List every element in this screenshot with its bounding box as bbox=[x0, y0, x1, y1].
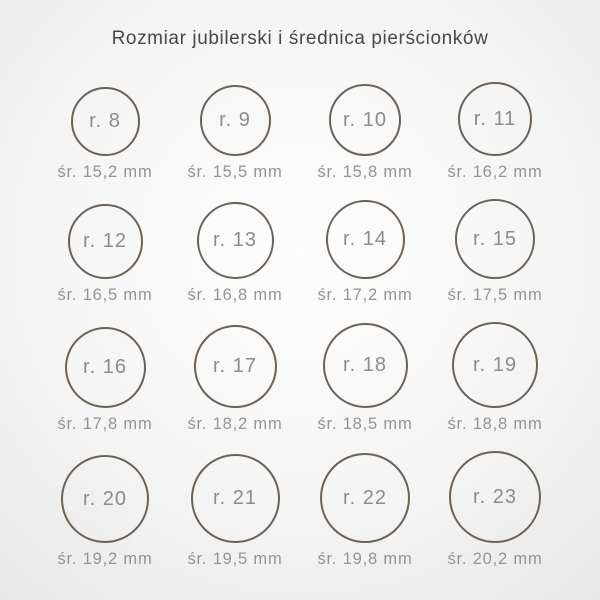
ring-diameter-label: śr. 18,5 mm bbox=[317, 415, 413, 433]
ring-size-cell: r. 19 śr. 18,8 mm bbox=[430, 322, 560, 434]
ring-circle: r. 8 bbox=[70, 87, 140, 156]
ring-diameter-label: śr. 19,2 mm bbox=[57, 550, 153, 568]
ring-diameter-label: śr. 18,2 mm bbox=[187, 415, 283, 433]
ring-size-cell: r. 12 śr. 16,5 mm bbox=[40, 204, 170, 305]
ring-diameter-label: śr. 20,2 mm bbox=[447, 550, 543, 568]
ring-circle: r. 18 bbox=[322, 323, 408, 408]
ring-size-label: r. 16 bbox=[83, 356, 127, 378]
ring-size-label: r. 10 bbox=[343, 108, 387, 131]
ring-circle: r. 22 bbox=[320, 453, 410, 543]
ring-size-label: r. 15 bbox=[473, 227, 517, 250]
ring-circle: r. 16 bbox=[64, 327, 146, 408]
ring-circle: r. 13 bbox=[196, 202, 274, 279]
ring-diameter-label: śr. 17,5 mm bbox=[447, 286, 543, 304]
ring-size-cell: r. 18 śr. 18,5 mm bbox=[300, 323, 430, 434]
ring-diameter-label: śr. 15,2 mm bbox=[57, 163, 153, 181]
ring-size-row: r. 8 śr. 15,2 mm r. 9 śr. 15,5 mm r. 10 … bbox=[40, 82, 560, 182]
ring-diameter-label: śr. 16,2 mm bbox=[447, 163, 543, 181]
ring-diameter-label: śr. 19,5 mm bbox=[187, 550, 283, 568]
ring-size-label: r. 12 bbox=[83, 230, 127, 252]
ring-size-row: r. 12 śr. 16,5 mm r. 13 śr. 16,8 mm r. 1… bbox=[40, 199, 560, 305]
ring-circle: r. 12 bbox=[67, 204, 143, 279]
ring-size-label: r. 21 bbox=[213, 487, 257, 509]
ring-size-cell: r. 16 śr. 17,8 mm bbox=[40, 327, 170, 434]
ring-size-cell: r. 23 śr. 20,2 mm bbox=[430, 451, 560, 569]
ring-size-label: r. 23 bbox=[473, 485, 517, 508]
ring-size-label: r. 14 bbox=[343, 228, 387, 250]
ring-size-label: r. 17 bbox=[213, 355, 257, 377]
ring-size-cell: r. 11 śr. 16,2 mm bbox=[430, 82, 560, 182]
ring-circle: r. 21 bbox=[190, 454, 280, 543]
ring-circle: r. 11 bbox=[458, 82, 532, 156]
ring-circle: r. 9 bbox=[199, 85, 271, 156]
ring-diameter-label: śr. 18,8 mm bbox=[447, 415, 543, 433]
ring-size-label: r. 22 bbox=[343, 486, 387, 509]
ring-diameter-label: śr. 15,5 mm bbox=[187, 163, 283, 181]
ring-size-cell: r. 15 śr. 17,5 mm bbox=[430, 199, 560, 305]
ring-size-cell: r. 14 śr. 17,2 mm bbox=[300, 200, 430, 305]
ring-size-grid: r. 8 śr. 15,2 mm r. 9 śr. 15,5 mm r. 10 … bbox=[40, 82, 560, 569]
ring-diameter-label: śr. 19,8 mm bbox=[317, 550, 413, 568]
ring-diameter-label: śr. 16,5 mm bbox=[57, 286, 153, 304]
ring-size-label: r. 19 bbox=[473, 353, 517, 376]
ring-size-cell: r. 13 śr. 16,8 mm bbox=[170, 202, 300, 305]
ring-size-row: r. 16 śr. 17,8 mm r. 17 śr. 18,2 mm r. 1… bbox=[40, 322, 560, 434]
ring-circle: r. 20 bbox=[61, 455, 149, 543]
ring-circle: r. 23 bbox=[449, 451, 541, 543]
ring-circle: r. 10 bbox=[329, 84, 401, 156]
ring-diameter-label: śr. 16,8 mm bbox=[187, 286, 283, 304]
ring-size-label: r. 9 bbox=[219, 109, 251, 131]
ring-circle: r. 17 bbox=[193, 325, 277, 408]
page-title: Rozmiar jubilerski i średnica pierścionk… bbox=[111, 28, 489, 49]
ring-size-cell: r. 20 śr. 19,2 mm bbox=[40, 455, 170, 569]
ring-size-label: r. 11 bbox=[473, 107, 517, 130]
ring-size-cell: r. 10 śr. 15,8 mm bbox=[300, 84, 430, 182]
ring-size-cell: r. 17 śr. 18,2 mm bbox=[170, 325, 300, 434]
ring-circle: r. 19 bbox=[452, 322, 538, 408]
ring-diameter-label: śr. 15,8 mm bbox=[317, 163, 413, 181]
ring-size-label: r. 13 bbox=[213, 229, 257, 251]
ring-circle: r. 15 bbox=[455, 199, 535, 279]
ring-size-row: r. 20 śr. 19,2 mm r. 21 śr. 19,5 mm r. 2… bbox=[40, 451, 560, 569]
ring-size-label: r. 8 bbox=[89, 110, 121, 132]
ring-circle: r. 14 bbox=[325, 200, 405, 279]
ring-diameter-label: śr. 17,2 mm bbox=[317, 286, 413, 304]
ring-size-cell: r. 22 śr. 19,8 mm bbox=[300, 453, 430, 569]
ring-size-cell: r. 9 śr. 15,5 mm bbox=[170, 85, 300, 182]
ring-size-label: r. 18 bbox=[343, 354, 387, 376]
ring-size-cell: r. 21 śr. 19,5 mm bbox=[170, 454, 300, 569]
ring-diameter-label: śr. 17,8 mm bbox=[57, 415, 153, 433]
ring-size-cell: r. 8 śr. 15,2 mm bbox=[40, 87, 170, 182]
ring-size-label: r. 20 bbox=[83, 487, 127, 510]
